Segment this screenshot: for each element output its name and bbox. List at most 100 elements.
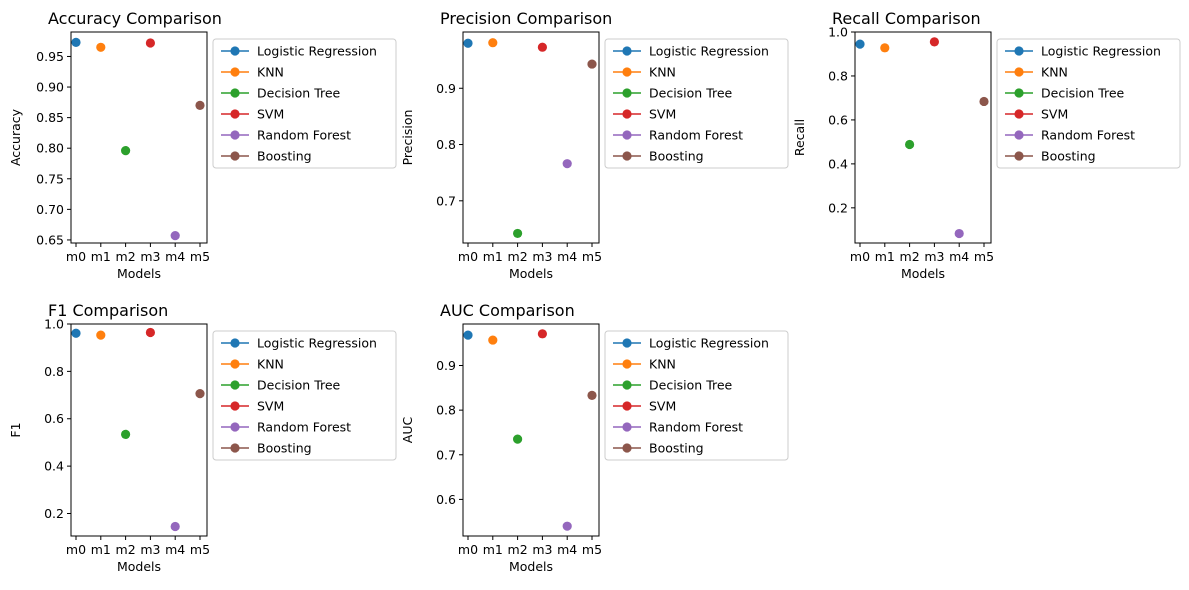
legend-marker xyxy=(622,130,632,140)
x-tick-label: m0 xyxy=(66,249,86,264)
y-tick-label: 0.70 xyxy=(36,202,64,217)
y-tick-label: 0.80 xyxy=(36,141,64,156)
axes-frame xyxy=(70,31,208,244)
x-tick-label: m4 xyxy=(557,249,577,264)
subplot-recall: Recall Comparison m0 m1 m2 m3 m4 m5 0.2 0.4 0.6 0.… xyxy=(792,9,1181,281)
chart-title: Precision Comparison xyxy=(440,9,612,28)
data-point-m1 xyxy=(488,38,498,48)
x-tick-label: m3 xyxy=(140,249,160,264)
legend-label: Random Forest xyxy=(649,128,743,143)
legend: Logistic Regression KNN Decision Tree SVM Ra… xyxy=(604,330,789,461)
data-point-m2 xyxy=(121,146,131,156)
legend-label: Boosting xyxy=(257,149,312,164)
y-tick-label: 0.9 xyxy=(436,81,456,96)
legend-label: Logistic Regression xyxy=(649,44,769,59)
legend-label: Boosting xyxy=(1041,149,1096,164)
x-tick-label: m5 xyxy=(190,542,210,557)
data-point-m0 xyxy=(463,330,473,340)
data-point-m3 xyxy=(537,42,548,52)
y-tick-label: 0.65 xyxy=(36,232,64,247)
legend-box xyxy=(996,38,1181,169)
data-point-m2 xyxy=(905,139,915,150)
x-tick-label: m1 xyxy=(483,249,503,264)
x-tick-label: m1 xyxy=(483,542,503,557)
data-point-m4 xyxy=(170,231,180,241)
legend: Logistic Regression KNN Decision Tree SVM Ra… xyxy=(212,330,397,461)
legend-marker xyxy=(622,67,632,77)
y-tick-label: 0.8 xyxy=(44,364,64,379)
legend-marker xyxy=(230,422,240,432)
y-tick-label: 0.8 xyxy=(436,403,456,418)
x-tick-label: m0 xyxy=(66,542,86,557)
data-point-m5 xyxy=(587,59,597,69)
legend-marker xyxy=(622,338,632,348)
y-tick-label: 1.0 xyxy=(828,25,848,40)
data-point-m0 xyxy=(855,39,865,49)
legend-marker xyxy=(230,380,240,390)
legend-label: Decision Tree xyxy=(257,378,341,393)
x-tick-label: m3 xyxy=(532,542,552,557)
legend-marker xyxy=(622,88,632,98)
legend-box xyxy=(604,38,789,169)
legend-label: Logistic Regression xyxy=(649,336,769,351)
legend-label: KNN xyxy=(649,357,676,372)
legend-marker xyxy=(230,130,240,140)
x-tick-label: m5 xyxy=(582,249,602,264)
legend: Logistic Regression KNN Decision Tree SVM Ra… xyxy=(604,38,789,169)
data-point-m0 xyxy=(71,328,81,338)
y-tick-label: 0.85 xyxy=(36,110,64,125)
x-axis-label: Models xyxy=(509,266,553,281)
data-point-m4 xyxy=(170,521,180,532)
x-tick-label: m0 xyxy=(458,542,478,557)
legend-label: Random Forest xyxy=(649,420,743,435)
x-tick-label: m3 xyxy=(532,249,552,264)
y-axis-label: F1 xyxy=(8,422,23,437)
legend-label: Boosting xyxy=(257,441,312,456)
legend-marker xyxy=(1014,130,1024,140)
x-tick-label: m4 xyxy=(165,249,185,264)
y-tick-label: 0.2 xyxy=(44,506,64,521)
data-point-m1 xyxy=(880,43,890,53)
y-tick-label: 0.95 xyxy=(36,49,64,64)
x-tick-label: m2 xyxy=(508,542,528,557)
legend: Logistic Regression KNN Decision Tree SVM Ra… xyxy=(996,38,1181,169)
data-point-m0 xyxy=(463,38,473,48)
y-tick-label: 0.8 xyxy=(828,68,848,83)
legend-label: SVM xyxy=(257,399,284,414)
y-tick-label: 0.75 xyxy=(36,171,64,186)
y-tick-label: 0.8 xyxy=(436,137,456,152)
legend-label: Boosting xyxy=(649,441,704,456)
legend-marker xyxy=(622,401,632,411)
data-point-m1 xyxy=(96,330,106,340)
legend-marker xyxy=(230,151,240,161)
legend-marker xyxy=(230,67,240,77)
legend-label: SVM xyxy=(1041,107,1068,122)
legend-marker xyxy=(622,151,632,161)
data-point-m2 xyxy=(121,429,131,439)
x-tick-label: m3 xyxy=(140,542,160,557)
legend-label: SVM xyxy=(649,107,676,122)
y-tick-label: 0.4 xyxy=(44,459,64,474)
x-tick-label: m0 xyxy=(458,249,478,264)
legend-label: Logistic Regression xyxy=(257,44,377,59)
subplot-f1: F1 Comparison m0 m1 m2 m3 m4 m5 0.2 0.4 0.6 0.8 1.0… xyxy=(8,301,397,574)
y-tick-label: 0.6 xyxy=(828,112,848,127)
data-point-m1 xyxy=(96,42,106,52)
legend-label: Decision Tree xyxy=(649,378,733,393)
data-point-m5 xyxy=(195,389,205,399)
legend: Logistic Regression KNN Decision Tree SVM Ra… xyxy=(212,38,397,169)
y-axis-label: AUC xyxy=(400,417,415,444)
x-axis-label: Models xyxy=(901,266,945,281)
subplot-precision: Precision Comparison m0 m1 m2 m3 m4 m5 0.7 0.8 0.… xyxy=(400,9,789,281)
y-axis-label: Recall xyxy=(792,119,807,156)
legend-box xyxy=(212,38,397,169)
data-point-m3 xyxy=(145,327,155,338)
x-tick-label: m0 xyxy=(850,249,870,264)
legend-label: SVM xyxy=(649,399,676,414)
axes-frame xyxy=(462,31,600,244)
legend-marker xyxy=(622,380,632,390)
data-point-m3 xyxy=(145,38,155,48)
x-tick-label: m2 xyxy=(508,249,528,264)
x-axis-label: Models xyxy=(509,559,553,574)
